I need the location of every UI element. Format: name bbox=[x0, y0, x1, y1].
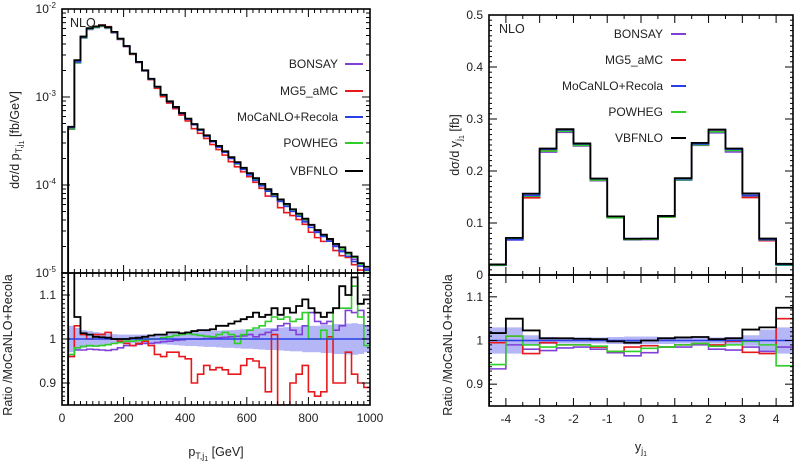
xlabel-subsub: 1 bbox=[204, 456, 208, 463]
y-tick-label: 0.5 bbox=[466, 8, 483, 22]
ylabel-rest: [fb] bbox=[448, 114, 462, 135]
main-series-vbfnlo bbox=[67, 24, 370, 273]
x-axis-label: yj1 bbox=[635, 440, 647, 458]
y-tick-label: 10-5 bbox=[36, 265, 57, 280]
main-series-mocanlo-recola bbox=[489, 129, 793, 275]
x-axis-label: pT,j1 [GeV] bbox=[188, 445, 243, 463]
ratio-y-axis-label: Ratio /MoCaNLO+Recola bbox=[1, 274, 15, 415]
x-tick-label: 0 bbox=[59, 411, 66, 425]
axis-ticks: -4 -3 -2 -1 0 1 2 3 4 0 0.1 0.2 0.3 0.4 0.5 0.9 1 1.1 bbox=[466, 8, 794, 426]
main-histograms bbox=[67, 24, 370, 273]
x-tick-label: 200 bbox=[114, 411, 134, 425]
legend-label-mg5-amc: MG5_aMC bbox=[605, 53, 663, 67]
ylabel-sub: T,j bbox=[14, 144, 24, 153]
y-tick-label: 0.4 bbox=[466, 60, 483, 74]
legend-label-vbfnlo: VBFNLO bbox=[615, 131, 663, 145]
xlabel-sub: j bbox=[640, 446, 643, 456]
main-series-bonsay bbox=[489, 131, 793, 275]
y-axis-label: dσ/d pT,j1 [fb/GeV] bbox=[8, 91, 26, 189]
x-tick-label: -4 bbox=[501, 412, 512, 426]
legend-label-mocanlo-recola: MoCaNLO+Recola bbox=[562, 79, 663, 93]
ratio-series-mg5-amc bbox=[489, 317, 793, 406]
legend-label-vbfnlo: VBFNLO bbox=[290, 164, 338, 178]
pt-panel: 0 200 400 600 800 1000 10-2 10-3 10-4 10-5 0.9 1 1.1… bbox=[1, 1, 384, 463]
ratio-y-axis-label: Ratio /MoCaNLO+Recola bbox=[441, 274, 455, 415]
x-tick-label: 400 bbox=[175, 411, 195, 425]
y-axis-label: dσ/d yj1 [fb] bbox=[448, 114, 466, 176]
ratio-y-tick-label: 1 bbox=[49, 332, 56, 346]
x-tick-label: 800 bbox=[298, 411, 318, 425]
legend: BONSAY MG5_aMC MoCaNLO+Recola POWHEG VBFNLO bbox=[562, 27, 686, 145]
y-tick-label: 10-2 bbox=[36, 1, 57, 16]
y-tick-label: 0 bbox=[476, 268, 483, 282]
ratio-histograms bbox=[489, 306, 793, 406]
main-series-vbfnlo bbox=[489, 128, 793, 275]
legend-label-mocanlo-recola: MoCaNLO+Recola bbox=[237, 110, 338, 124]
ylabel-rest: [fb/GeV] bbox=[8, 91, 22, 140]
ratio-series-mg5-amc bbox=[67, 325, 370, 405]
ratio-y-tick-label: 0.9 bbox=[466, 377, 483, 391]
x-tick-label: 1 bbox=[671, 412, 678, 426]
y-tick-label: 10-4 bbox=[36, 177, 57, 192]
y-tick-label: 0.1 bbox=[466, 216, 483, 230]
x-tick-label: -1 bbox=[602, 412, 613, 426]
ylabel-main: dσ/d p bbox=[8, 153, 22, 189]
ratio-series-powheg bbox=[489, 335, 793, 406]
ylabel-subsub: 1 bbox=[459, 135, 466, 139]
ratio-series-bonsay bbox=[67, 309, 370, 405]
rapidity-panel: -4 -3 -2 -1 0 1 2 3 4 0 0.1 0.2 0.3 0.4 0.5 0.9 1 1.1 NLO… bbox=[441, 8, 794, 458]
legend: BONSAY MG5_aMC MoCaNLO+Recola POWHEG VBFNLO bbox=[237, 57, 363, 178]
xlabel-subsub: 1 bbox=[643, 451, 647, 458]
legend-label-powheg: POWHEG bbox=[283, 136, 338, 150]
legend-label-powheg: POWHEG bbox=[608, 105, 663, 119]
xlabel-sub: T,j bbox=[195, 451, 204, 461]
x-tick-label: 4 bbox=[773, 412, 780, 426]
x-tick-label: -2 bbox=[568, 412, 579, 426]
y-tick-label: 0.2 bbox=[466, 164, 483, 178]
ratio-y-tick-label: 1.1 bbox=[39, 288, 56, 302]
y-tick-label: 0.3 bbox=[466, 112, 483, 126]
x-tick-label: 2 bbox=[705, 412, 712, 426]
legend-label-bonsay: BONSAY bbox=[614, 27, 663, 41]
x-tick-label: -3 bbox=[534, 412, 545, 426]
main-series-powheg bbox=[489, 130, 793, 275]
nlo-annotation: NLO bbox=[499, 22, 525, 36]
xlabel-main: p bbox=[188, 445, 195, 459]
x-tick-label: 3 bbox=[739, 412, 746, 426]
legend-label-mg5-amc: MG5_aMC bbox=[280, 84, 338, 98]
main-histograms bbox=[489, 128, 793, 275]
legend-label-bonsay: BONSAY bbox=[289, 57, 338, 71]
ratio-series-vbfnlo bbox=[67, 273, 370, 405]
ratio-histograms bbox=[67, 273, 370, 405]
ratio-y-tick-label: 1 bbox=[476, 334, 483, 348]
xlabel-main: y bbox=[635, 440, 642, 454]
ratio-series-vbfnlo bbox=[489, 306, 793, 406]
xlabel-rest: [GeV] bbox=[208, 445, 243, 459]
ylabel-subsub: 1 bbox=[19, 140, 26, 144]
ratio-y-tick-label: 0.9 bbox=[39, 376, 56, 390]
x-tick-label: 0 bbox=[638, 412, 645, 426]
ratio-series-mocanlo-recola bbox=[489, 339, 793, 406]
ylabel-main: dσ/d y bbox=[448, 140, 462, 176]
ratio-y-tick-label: 1.1 bbox=[466, 290, 483, 304]
x-tick-label: 1000 bbox=[357, 411, 384, 425]
ylabel-sub: j bbox=[454, 139, 464, 142]
y-tick-label: 10-3 bbox=[36, 89, 57, 104]
main-series-mg5-amc bbox=[489, 130, 793, 275]
axis-ticks: 0 200 400 600 800 1000 10-2 10-3 10-4 10-5 0.9 1 1.1 bbox=[36, 1, 384, 425]
nlo-annotation: NLO bbox=[70, 16, 96, 30]
x-tick-label: 600 bbox=[237, 411, 257, 425]
